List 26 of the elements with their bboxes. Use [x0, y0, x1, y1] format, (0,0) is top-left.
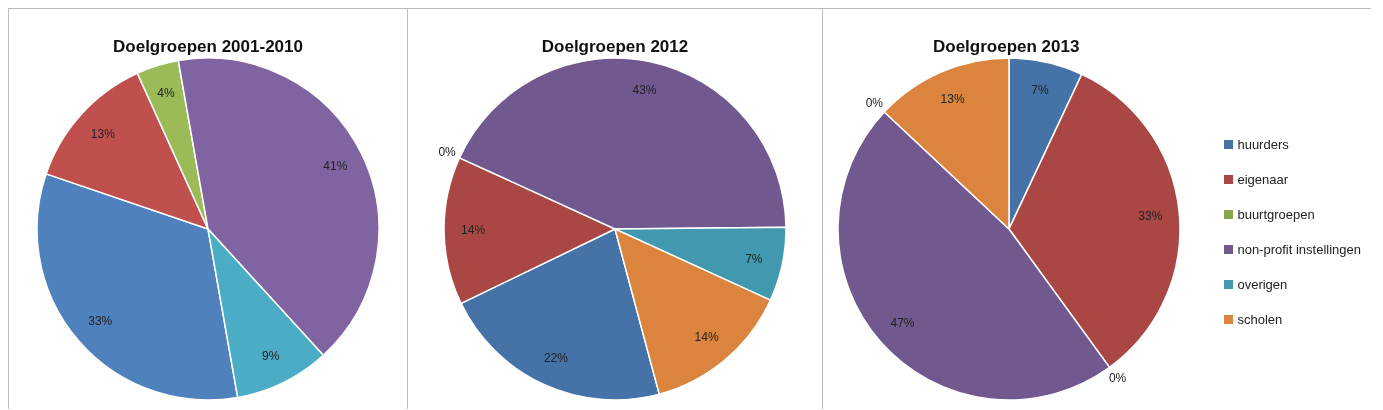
legend-label: huurders [1237, 137, 1289, 152]
data-label: 14% [461, 223, 486, 238]
data-label: 22% [543, 351, 569, 366]
legend-label: eigenaar [1237, 172, 1289, 187]
legend-label: scholen [1237, 312, 1283, 327]
legend-label: buurtgroepen [1237, 207, 1315, 222]
data-label: 47% [890, 315, 915, 330]
data-label: 4% [157, 86, 176, 101]
chart-title: Doelgroepen 2013 [933, 37, 1080, 57]
data-label: 9% [261, 349, 280, 364]
data-label: 14% [694, 330, 719, 345]
data-label: 13% [940, 91, 965, 106]
data-label: 41% [323, 159, 348, 174]
chart-title: Doelgroepen 2001-2010 [113, 37, 303, 57]
data-label: 33% [1138, 208, 1163, 223]
data-label: 7% [745, 251, 763, 266]
text: 0% [1108, 371, 1127, 386]
text: 0% [865, 95, 884, 110]
data-label: 7% [1031, 83, 1049, 98]
legend-label: non-profit instellingen [1237, 242, 1361, 257]
data-label: 43% [632, 83, 657, 98]
data-label: 13% [90, 126, 116, 141]
text: 0% [438, 145, 456, 160]
legend-label: overigen [1237, 277, 1288, 292]
chart-title: Doelgroepen 2012 [541, 37, 689, 57]
data-label: 33% [88, 314, 113, 329]
